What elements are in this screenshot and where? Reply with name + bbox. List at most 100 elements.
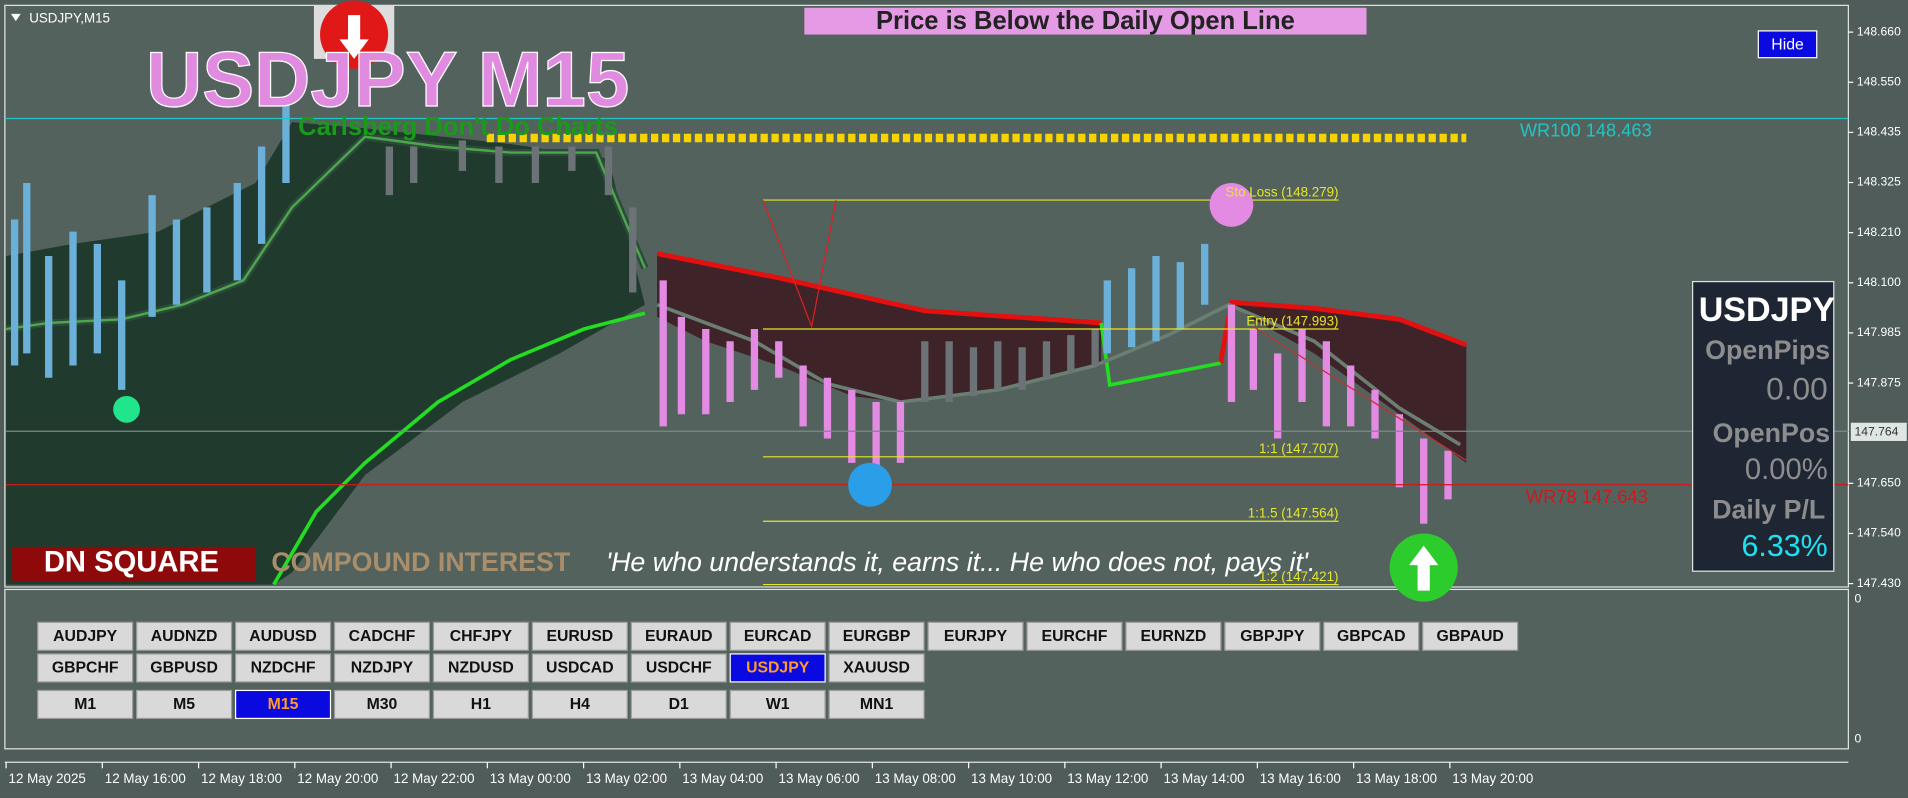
time-label: 13 May 08:00 [875, 771, 956, 786]
button[interactable] [1125, 621, 1222, 651]
button-label[interactable]: M1 [74, 696, 96, 713]
button-label[interactable]: M15 [268, 696, 299, 713]
button-label[interactable]: EURGBP [843, 628, 911, 645]
r1-label: 1:1 (147.707) [1259, 441, 1339, 456]
button[interactable] [234, 653, 332, 683]
price-tick-label: 147.985 [1857, 325, 1901, 339]
button[interactable] [729, 653, 826, 683]
button[interactable] [234, 621, 332, 651]
trend-line [656, 251, 1102, 326]
button[interactable] [234, 689, 332, 720]
button-label[interactable]: USDCAD [546, 660, 614, 677]
button-label[interactable]: USDJPY [746, 660, 810, 677]
button[interactable] [136, 689, 233, 720]
button[interactable] [531, 689, 628, 720]
button-label[interactable]: CADCHF [349, 628, 416, 645]
button[interactable] [927, 621, 1024, 651]
button[interactable] [828, 653, 925, 683]
button[interactable] [531, 653, 628, 683]
button[interactable] [729, 689, 826, 720]
button[interactable] [432, 689, 529, 720]
banner-bg [804, 7, 1367, 35]
price-tick-label: 147.650 [1857, 476, 1901, 490]
button[interactable] [37, 621, 134, 651]
button[interactable] [1026, 621, 1123, 651]
button-label[interactable]: H4 [570, 696, 590, 713]
hide-label[interactable]: Hide [1771, 37, 1804, 54]
red-cloud [1229, 302, 1467, 463]
time-label: 13 May 02:00 [586, 771, 667, 786]
button-label[interactable]: NZDCHF [251, 660, 316, 677]
button-label[interactable]: EURCHF [1042, 628, 1108, 645]
button-label[interactable]: AUDNZD [151, 628, 218, 645]
button-label[interactable]: EURUSD [546, 628, 613, 645]
button-label[interactable]: W1 [766, 696, 790, 713]
button[interactable] [136, 621, 233, 651]
signal-dot [1209, 183, 1254, 227]
button-label[interactable]: MN1 [860, 696, 894, 713]
button[interactable] [37, 653, 134, 683]
button[interactable] [630, 689, 727, 720]
button[interactable] [333, 653, 431, 683]
panel-label: OpenPos [1713, 418, 1831, 448]
indicator-axis-label: 0 [1854, 591, 1861, 605]
button-label[interactable]: USDCHF [646, 660, 712, 677]
hide-button[interactable] [1757, 30, 1818, 59]
time-label: 13 May 06:00 [779, 771, 860, 786]
button[interactable] [333, 621, 431, 651]
time-label: 12 May 20:00 [297, 771, 378, 786]
button[interactable] [828, 689, 925, 720]
button[interactable] [1323, 621, 1420, 651]
menu-icon[interactable] [10, 13, 21, 22]
button-label[interactable]: GBPCAD [1337, 628, 1405, 645]
button-label[interactable]: GBPUSD [150, 660, 218, 677]
button[interactable] [531, 621, 628, 651]
time-label: 12 May 16:00 [105, 771, 186, 786]
button-label[interactable]: H1 [471, 696, 491, 713]
quote: 'He who understands it, earns it... He w… [606, 547, 1315, 577]
time-label: 13 May 00:00 [490, 771, 571, 786]
button-label[interactable]: AUDJPY [53, 628, 118, 645]
button-label[interactable]: GBPJPY [1240, 628, 1305, 645]
arrow-decor [762, 199, 837, 329]
button-label[interactable]: EURCAD [744, 628, 812, 645]
button[interactable] [630, 653, 727, 683]
wr100-label: WR100 148.463 [1520, 120, 1652, 141]
arrow-shape [339, 15, 369, 59]
arrow-shape [1409, 545, 1439, 591]
button-label[interactable]: AUDUSD [249, 628, 317, 645]
button-label[interactable]: GBPAUD [1437, 628, 1504, 645]
button[interactable] [333, 689, 431, 720]
button[interactable] [729, 621, 826, 651]
price-tick-label: 148.100 [1857, 275, 1901, 289]
button-label[interactable]: EURNZD [1140, 628, 1206, 645]
button[interactable] [37, 689, 134, 720]
button[interactable] [1422, 621, 1519, 651]
button-label[interactable]: NZDJPY [351, 660, 414, 677]
button[interactable] [136, 653, 233, 683]
button-label[interactable]: GBPCHF [52, 660, 119, 677]
button-label[interactable]: M30 [367, 696, 398, 713]
candle-decor [659, 280, 1452, 524]
button[interactable] [432, 621, 529, 651]
button-label[interactable]: NZDUSD [448, 660, 514, 677]
button[interactable] [630, 621, 727, 651]
button[interactable] [432, 653, 529, 683]
current-price: 147.764 [1854, 425, 1898, 439]
price-tick-label: 148.210 [1857, 225, 1901, 239]
button-label[interactable]: D1 [669, 696, 689, 713]
button[interactable] [1224, 621, 1321, 651]
time-label: 12 May 22:00 [394, 771, 475, 786]
candle-decor [10, 97, 1209, 390]
button-label[interactable]: XAUUSD [843, 660, 910, 677]
button-label[interactable]: M5 [173, 696, 195, 713]
open-pips: 0.00 [1766, 370, 1828, 406]
button-label[interactable]: EURJPY [944, 628, 1008, 645]
price-tick-label: 147.430 [1857, 576, 1901, 590]
button-label[interactable]: CHFJPY [450, 628, 513, 645]
button[interactable] [828, 621, 925, 651]
time-label: 12 May 2025 [9, 771, 86, 786]
button-label[interactable]: EURAUD [645, 628, 713, 645]
symbol-label: USDJPY,M15 [29, 10, 110, 25]
